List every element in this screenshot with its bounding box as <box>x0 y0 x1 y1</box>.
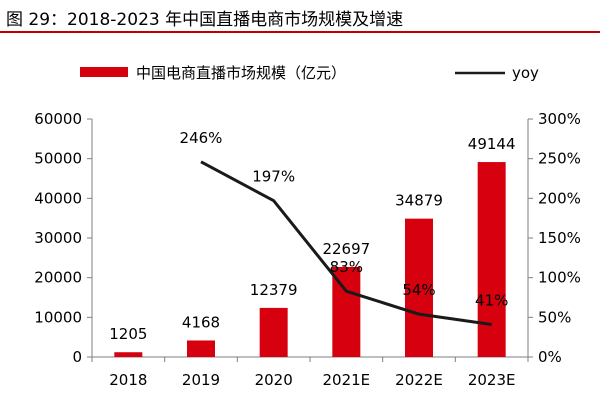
y-tick-label-left: 40000 <box>34 189 82 207</box>
x-tick-label: 2022E <box>395 371 443 389</box>
y-tick-label-left: 20000 <box>34 269 82 287</box>
bar <box>187 340 215 357</box>
x-tick-label: 2019 <box>182 371 220 389</box>
bar-value-label: 49144 <box>468 135 516 153</box>
x-tick-label: 2020 <box>255 371 293 389</box>
yoy-value-label: 197% <box>252 168 295 186</box>
yoy-value-label: 41% <box>475 291 508 309</box>
y-tick-label-left: 60000 <box>34 110 82 128</box>
legend-line-label: yoy <box>512 64 539 82</box>
bar <box>332 266 361 357</box>
legend-bar-swatch <box>80 67 128 77</box>
y-tick-label-right: 50% <box>538 308 571 326</box>
bar <box>259 307 288 357</box>
bar <box>405 218 433 357</box>
y-tick-label-right: 100% <box>538 269 581 287</box>
y-tick-label-left: 10000 <box>34 308 82 326</box>
y-tick-label-right: 150% <box>538 229 581 247</box>
bar-value-label: 34879 <box>395 192 443 210</box>
y-tick-label-left: 50000 <box>34 150 82 168</box>
bars: 1205 4168 12379 22697 34879 49144 <box>109 135 516 357</box>
bar-value-label: 4168 <box>182 313 220 331</box>
yoy-value-label: 54% <box>402 281 435 299</box>
bar-value-label: 22697 <box>322 240 370 258</box>
y-tick-label-right: 250% <box>538 150 581 168</box>
y-tick-label-left: 0 <box>72 348 82 366</box>
x-tick-label: 2018 <box>109 371 147 389</box>
x-tick-label: 2021E <box>323 371 371 389</box>
y-tick-label-right: 200% <box>538 189 581 207</box>
axes: 0 10000 20000 30000 40000 50000 60000 0% 50% 100%… <box>34 110 581 389</box>
y-tick-label-right: 300% <box>538 110 581 128</box>
bar-value-label: 1205 <box>109 325 147 343</box>
chart-title: 图 29：2018-2023 年中国直播电商市场规模及增速 <box>6 10 404 30</box>
yoy-line-group: 246% 197% 83% 54% 41% <box>180 129 508 326</box>
legend: 中国电商直播市场规模（亿元） yoy <box>80 64 539 82</box>
yoy-value-label: 83% <box>330 258 363 276</box>
y-tick-label-left: 30000 <box>34 229 82 247</box>
x-tick-label: 2023E <box>468 371 516 389</box>
y-tick-label-right: 0% <box>538 348 562 366</box>
legend-bar-label: 中国电商直播市场规模（亿元） <box>136 64 346 82</box>
bar <box>114 352 143 357</box>
title-rule <box>0 31 600 33</box>
bar-value-label: 12379 <box>250 281 298 299</box>
bar <box>477 162 506 357</box>
yoy-value-label: 246% <box>180 129 223 147</box>
